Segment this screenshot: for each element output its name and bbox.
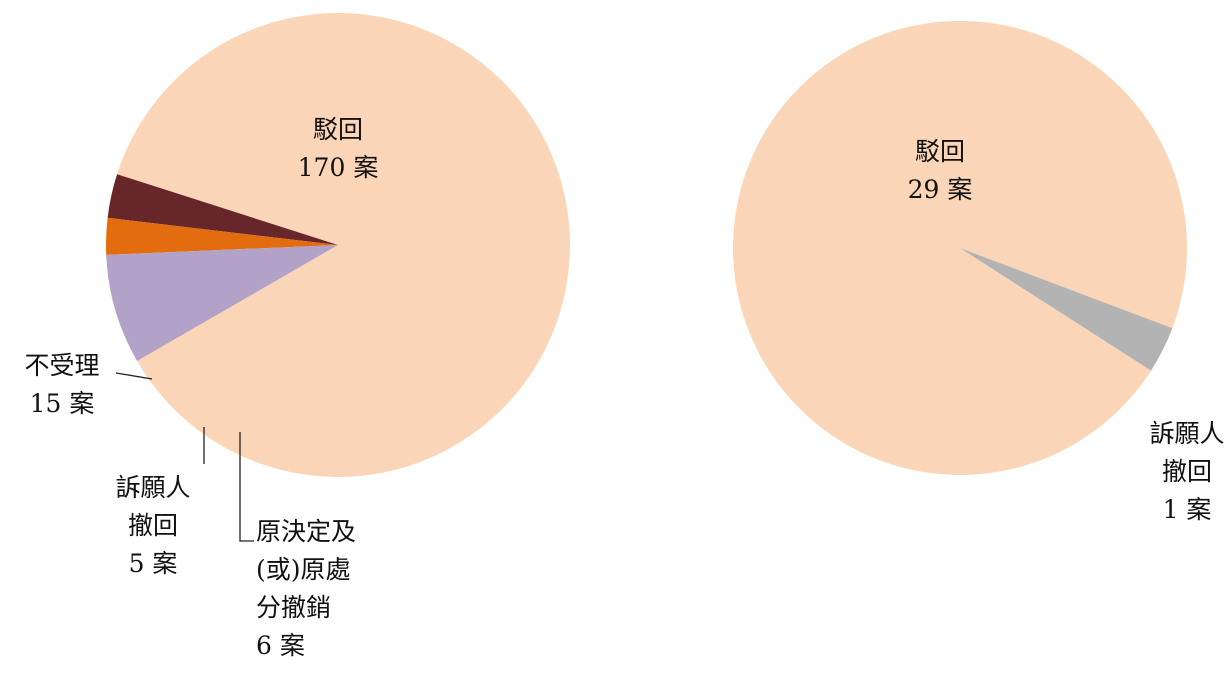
pie-slice [117,13,570,478]
slice-label-line: 撤回 [128,511,178,540]
slice-label: 訴願人撤回 5 案 [115,473,190,578]
slice-label: 訴願人撤回 1 案 [1149,419,1224,524]
slice-label-line: 6 案 [256,631,305,660]
slice-label-line: 訴願人 [1149,419,1224,448]
slice-label: 駁回 170 案 [298,115,379,182]
slice-label: 不受理 15 案 [24,351,99,418]
slice-label-line: 15 案 [30,389,95,418]
slice-label-line: 原決定及 [256,517,356,546]
slice-label-line: 170 案 [298,153,379,182]
pie-slice [107,174,338,245]
slice-label-line: 5 案 [129,549,178,578]
slice-label-line: 撤回 [1162,457,1212,486]
slice-label-line: (或)原處 [256,555,351,584]
slice-label-line: 分撤銷 [256,593,331,622]
slice-label: 原決定及 (或)原處分撤銷 6 案 [256,517,356,660]
slice-label-line: 駁回 [313,115,363,144]
leader-line [239,432,254,542]
slice-label-line: 訴願人 [115,473,190,502]
leader-line [115,372,153,380]
pie-slice [106,245,339,361]
slice-label-line: 不受理 [24,351,99,380]
slice-label-line: 1 案 [1163,495,1212,524]
slice-label-line: 29 案 [908,175,973,204]
slice-label: 駁回 29 案 [908,137,973,204]
pie-slice [960,248,1173,371]
slice-label-line: 駁回 [915,137,965,166]
pie-slice [733,20,1188,475]
pie-slice [105,217,338,255]
